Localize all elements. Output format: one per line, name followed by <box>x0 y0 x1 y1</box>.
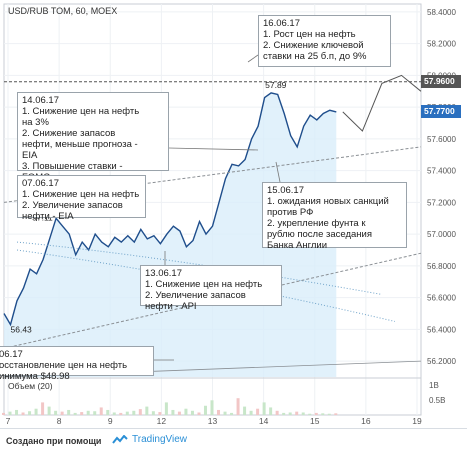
annotation-box: 07.06.17 1. Снижение цен на нефть 2. Уве… <box>17 175 146 222</box>
volume-bar <box>308 413 312 415</box>
y-tick-label: 56.2000 <box>427 357 456 366</box>
annotation-box: 14.06.17 1. Снижение цен на нефть на 3% … <box>17 92 169 183</box>
y-tick-label: 57.6000 <box>427 135 456 144</box>
volume-bar <box>262 402 266 415</box>
price-tag: 57.7700 <box>421 105 461 119</box>
volume-bar <box>177 411 181 415</box>
volume-bar <box>282 412 286 415</box>
volume-bar <box>145 406 149 415</box>
annotation-leader <box>247 54 259 63</box>
volume-bar <box>93 411 97 415</box>
volume-tick-label: 1B <box>429 381 439 390</box>
volume-bar <box>269 407 273 415</box>
volume-bar <box>314 412 318 415</box>
volume-bar <box>223 411 227 415</box>
volume-bar <box>230 412 234 415</box>
y-tick-label: 57.0000 <box>427 230 456 239</box>
y-tick-label: 57.2000 <box>427 198 456 207</box>
volume-bar <box>47 406 51 415</box>
y-tick-label: 58.4000 <box>427 8 456 17</box>
annotation-box: 06.17 осстановление цен на нефть инимума… <box>0 346 154 382</box>
x-tick-label: 16 <box>361 416 371 426</box>
x-tick-label: 8 <box>57 416 62 426</box>
volume-bar <box>217 409 221 415</box>
volume-bar <box>256 408 260 415</box>
x-tick-label: 19 <box>412 416 422 426</box>
volume-bar <box>54 410 58 415</box>
x-tick-label: 9 <box>108 416 113 426</box>
volume-bar <box>125 411 129 415</box>
footer: Создано при помощи TradingView <box>0 428 467 454</box>
x-tick-label: 15 <box>310 416 320 426</box>
volume-bar <box>106 409 110 415</box>
volume-bar <box>164 402 168 415</box>
volume-bar <box>60 411 64 415</box>
volume-bar <box>151 411 155 415</box>
y-tick-label: 56.8000 <box>427 262 456 271</box>
volume-bar <box>28 411 32 415</box>
volume-label: Объем (20) <box>8 381 53 391</box>
volume-bar <box>210 400 214 415</box>
tradingview-link[interactable]: TradingView <box>112 434 187 445</box>
y-tick-label: 57.4000 <box>427 167 456 176</box>
projection-line <box>342 74 422 132</box>
volume-bar <box>67 409 71 415</box>
volume-bar <box>249 410 253 415</box>
tradingview-logo-icon <box>112 434 128 444</box>
volume-bar <box>203 405 207 415</box>
volume-bar <box>80 412 84 415</box>
volume-bar <box>2 412 5 415</box>
volume-tick-label: 0.5B <box>429 396 445 405</box>
volume-bar <box>34 408 38 415</box>
annotation-leader <box>168 147 259 151</box>
volume-bar <box>119 412 123 415</box>
annotation-box: 13.06.17 1. Снижение цен на нефть 2. Уве… <box>140 265 282 312</box>
x-tick-label: 13 <box>208 416 218 426</box>
volume-bar <box>243 406 247 415</box>
volume-bar <box>158 412 162 415</box>
x-tick-label: 7 <box>6 416 11 426</box>
volume-bar <box>41 402 45 415</box>
point-label: 56.43 <box>11 325 33 335</box>
volume-bar <box>334 413 338 415</box>
y-tick-label: 56.6000 <box>427 294 456 303</box>
volume-bar <box>295 411 299 415</box>
x-tick-label: 12 <box>157 416 167 426</box>
volume-bar <box>73 412 77 415</box>
annotation-leader <box>275 161 281 183</box>
point-label: 57.89 <box>265 80 287 90</box>
annotation-box: 16.06.17 1. Рост цен на нефть 2. Снижени… <box>258 15 391 67</box>
volume-bar <box>197 412 201 415</box>
x-tick-label: 14 <box>259 416 269 426</box>
price-line <box>3 92 337 327</box>
footer-credit: Создано при помощи <box>6 436 102 446</box>
tradingview-brand-label: TradingView <box>132 434 188 445</box>
volume-bar <box>8 411 12 415</box>
volume-bar <box>327 413 331 415</box>
volume-bar <box>86 410 90 415</box>
volume-bar <box>99 407 103 415</box>
volume-bar <box>138 409 142 415</box>
volume-bar <box>184 408 188 415</box>
volume-bar <box>21 412 25 415</box>
volume-bar <box>321 413 325 415</box>
volume-bar <box>15 409 19 415</box>
volume-bar <box>112 412 116 415</box>
volume-bar <box>275 410 279 415</box>
volume-bar <box>171 409 175 415</box>
annotation-box: 15.06.17 1. ожидания новых санкций проти… <box>262 182 407 251</box>
volume-bar <box>301 412 305 415</box>
chart-title: USD/RUB TOM, 60, MOEX <box>8 6 117 16</box>
trend-line-lower <box>3 252 422 349</box>
volume-bar <box>288 412 292 415</box>
volume-bar <box>132 410 136 415</box>
y-tick-label: 56.4000 <box>427 325 456 334</box>
volume-bar <box>236 398 240 415</box>
y-tick-label: 58.2000 <box>427 40 456 49</box>
volume-bar <box>190 410 194 415</box>
price-tag: 57.9600 <box>421 75 461 89</box>
